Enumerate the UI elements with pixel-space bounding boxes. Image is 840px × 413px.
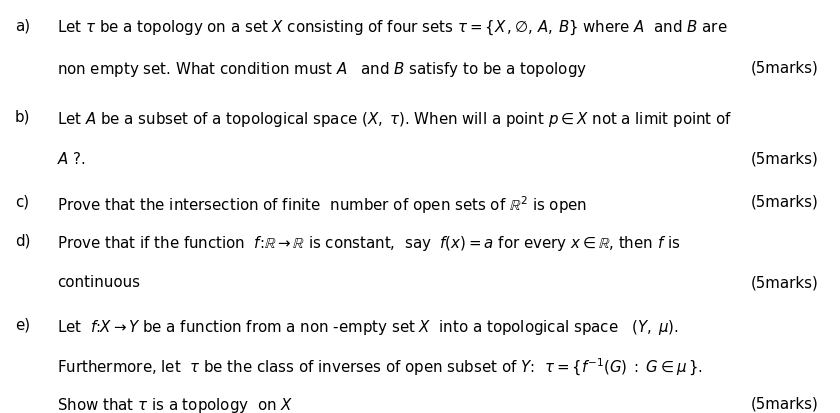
Text: $A$ ?.: $A$ ?.: [57, 151, 86, 167]
Text: e): e): [15, 317, 30, 332]
Text: Prove that if the function  $f\colon\mathbb{R} \to \mathbb{R}$ is constant,  say: Prove that if the function $f\colon\math…: [57, 233, 680, 252]
Text: Prove that the intersection of finite  number of open sets of $\mathbb{R}^2$ is : Prove that the intersection of finite nu…: [57, 194, 587, 216]
Text: (5marks): (5marks): [751, 194, 819, 209]
Text: (5marks): (5marks): [751, 395, 819, 410]
Text: a): a): [15, 19, 30, 33]
Text: (5marks): (5marks): [751, 275, 819, 290]
Text: c): c): [15, 194, 29, 209]
Text: non empty set. What condition must $A$   and $B$ satisfy to be a topology: non empty set. What condition must $A$ a…: [57, 60, 587, 79]
Text: (5marks): (5marks): [751, 60, 819, 75]
Text: b): b): [15, 109, 30, 124]
Text: Let  $f\colon X \to Y$ be a function from a non -empty set $X$  into a topologic: Let $f\colon X \to Y$ be a function from…: [57, 317, 679, 336]
Text: Let $A$ be a subset of a topological space $(X,\; \tau)$. When will a point $p \: Let $A$ be a subset of a topological spa…: [57, 109, 732, 128]
Text: Let $\tau$ be a topology on a set $X$ consisting of four sets $\tau = \{X\,,\var: Let $\tau$ be a topology on a set $X$ co…: [57, 19, 727, 37]
Text: (5marks): (5marks): [751, 151, 819, 166]
Text: d): d): [15, 233, 30, 248]
Text: Show that $\tau$ is a topology  on $X$: Show that $\tau$ is a topology on $X$: [57, 395, 293, 413]
Text: continuous: continuous: [57, 275, 140, 290]
Text: Furthermore, let  $\tau$ be the class of inverses of open subset of $Y$:  $\tau : Furthermore, let $\tau$ be the class of …: [57, 356, 703, 377]
